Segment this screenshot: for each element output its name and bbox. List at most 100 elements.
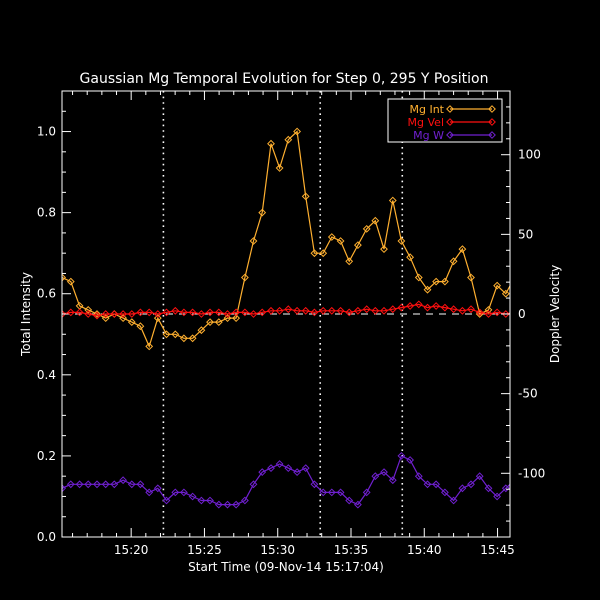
data-point-mg-w xyxy=(484,484,493,493)
data-point-mg-w xyxy=(206,496,214,505)
data-point-mg-int xyxy=(127,318,136,327)
data-point-mg-int xyxy=(275,164,284,172)
data-point-mg-int xyxy=(345,257,354,266)
x-axis-label: Start Time (09-Nov-14 15:17:04) xyxy=(188,560,384,574)
data-point-mg-int xyxy=(353,241,362,250)
data-point-mg-vel xyxy=(171,306,180,315)
x-tick-label: 15:25 xyxy=(187,543,222,557)
data-point-mg-vel xyxy=(371,306,380,315)
data-point-mg-w xyxy=(362,488,371,497)
data-point-mg-vel xyxy=(458,306,467,315)
data-point-mg-vel xyxy=(214,308,223,317)
legend-label-mg-vel: Mg Vel xyxy=(408,116,444,129)
data-point-mg-vel xyxy=(110,310,119,318)
data-point-mg-vel xyxy=(336,306,345,315)
data-point-mg-w xyxy=(458,484,467,493)
data-point-mg-vel xyxy=(432,302,441,310)
data-point-mg-w xyxy=(214,500,223,509)
data-point-mg-int xyxy=(284,135,293,144)
data-point-mg-w xyxy=(232,500,241,509)
data-point-mg-w xyxy=(501,484,510,493)
data-point-mg-vel xyxy=(449,305,458,314)
data-point-mg-int xyxy=(162,330,171,339)
data-point-mg-vel xyxy=(232,308,241,317)
x-tick-label: 15:35 xyxy=(334,543,369,557)
y-tick-label: 0.0 xyxy=(37,530,56,544)
data-point-mg-int xyxy=(432,277,441,286)
data-point-mg-int xyxy=(249,237,258,245)
legend-marker-mg-int xyxy=(488,105,496,113)
data-point-mg-w xyxy=(267,464,275,473)
data-point-mg-vel xyxy=(127,310,136,318)
data-point-mg-int xyxy=(397,237,406,245)
data-point-mg-vel xyxy=(284,305,293,314)
data-point-mg-int xyxy=(93,310,101,318)
data-point-mg-vel xyxy=(66,308,75,317)
data-point-mg-int xyxy=(84,305,93,314)
data-point-mg-vel xyxy=(249,310,258,318)
data-point-mg-int xyxy=(66,277,75,286)
data-point-mg-w xyxy=(432,480,441,489)
data-point-mg-int xyxy=(119,314,128,323)
data-point-mg-w xyxy=(475,472,484,481)
data-point-mg-int xyxy=(145,342,154,351)
data-point-mg-w xyxy=(493,492,502,501)
series-line-mg-w xyxy=(62,455,510,506)
data-point-mg-vel xyxy=(493,308,502,317)
data-point-mg-w xyxy=(75,480,84,489)
data-point-mg-vel xyxy=(484,310,493,318)
data-point-mg-vel xyxy=(145,308,154,317)
data-point-mg-vel xyxy=(353,306,362,315)
data-point-mg-int xyxy=(267,139,275,148)
data-point-mg-int xyxy=(258,208,267,217)
data-point-mg-w xyxy=(258,468,267,477)
chart-title: Gaussian Mg Temporal Evolution for Step … xyxy=(80,71,489,87)
legend-marker-mg-w xyxy=(488,131,496,139)
data-point-mg-int xyxy=(467,273,475,282)
data-point-mg-int xyxy=(188,334,197,343)
data-point-mg-w xyxy=(449,496,458,505)
data-point-mg-int xyxy=(371,216,380,225)
data-point-mg-int xyxy=(310,249,319,258)
y-axis-right: -100 -50 0 50 100 xyxy=(501,106,545,522)
data-point-mg-vel xyxy=(275,306,284,315)
data-point-mg-w xyxy=(145,488,154,497)
data-point-mg-vel xyxy=(197,310,206,318)
data-point-mg-int xyxy=(440,277,449,286)
data-point-mg-vel xyxy=(101,310,110,318)
data-point-mg-w xyxy=(310,480,319,489)
data-point-mg-vel xyxy=(162,308,171,317)
series-group xyxy=(62,127,510,509)
data-point-mg-w xyxy=(327,488,336,497)
data-point-mg-w xyxy=(240,496,249,505)
data-point-mg-int xyxy=(423,285,432,294)
data-point-mg-w xyxy=(171,488,180,497)
data-point-mg-vel xyxy=(119,310,128,318)
data-point-mg-vel xyxy=(206,308,214,317)
data-point-mg-vel xyxy=(362,305,371,314)
data-point-mg-vel xyxy=(475,308,484,317)
series-line-mg-vel xyxy=(62,303,510,317)
data-point-mg-w xyxy=(336,488,345,497)
data-point-mg-w xyxy=(249,480,258,489)
data-point-mg-w xyxy=(153,484,162,493)
data-point-mg-int xyxy=(484,305,493,314)
data-point-mg-w xyxy=(275,460,284,468)
y2-tick-label: 100 xyxy=(518,148,541,162)
data-point-mg-w xyxy=(353,500,362,509)
data-point-mg-int xyxy=(336,237,345,245)
data-point-mg-vel xyxy=(319,306,328,315)
y-tick-label: 0.4 xyxy=(37,368,56,382)
data-point-mg-vel xyxy=(75,308,84,317)
data-point-mg-vel xyxy=(293,306,302,315)
data-point-mg-w xyxy=(440,488,449,497)
data-point-mg-w xyxy=(197,496,206,505)
data-point-mg-int xyxy=(240,273,249,282)
data-point-mg-int xyxy=(449,257,458,266)
data-point-mg-int xyxy=(319,249,328,258)
data-point-mg-w xyxy=(127,480,136,489)
legend-marker-mg-int xyxy=(446,105,454,113)
series-line-mg-int xyxy=(62,130,510,349)
